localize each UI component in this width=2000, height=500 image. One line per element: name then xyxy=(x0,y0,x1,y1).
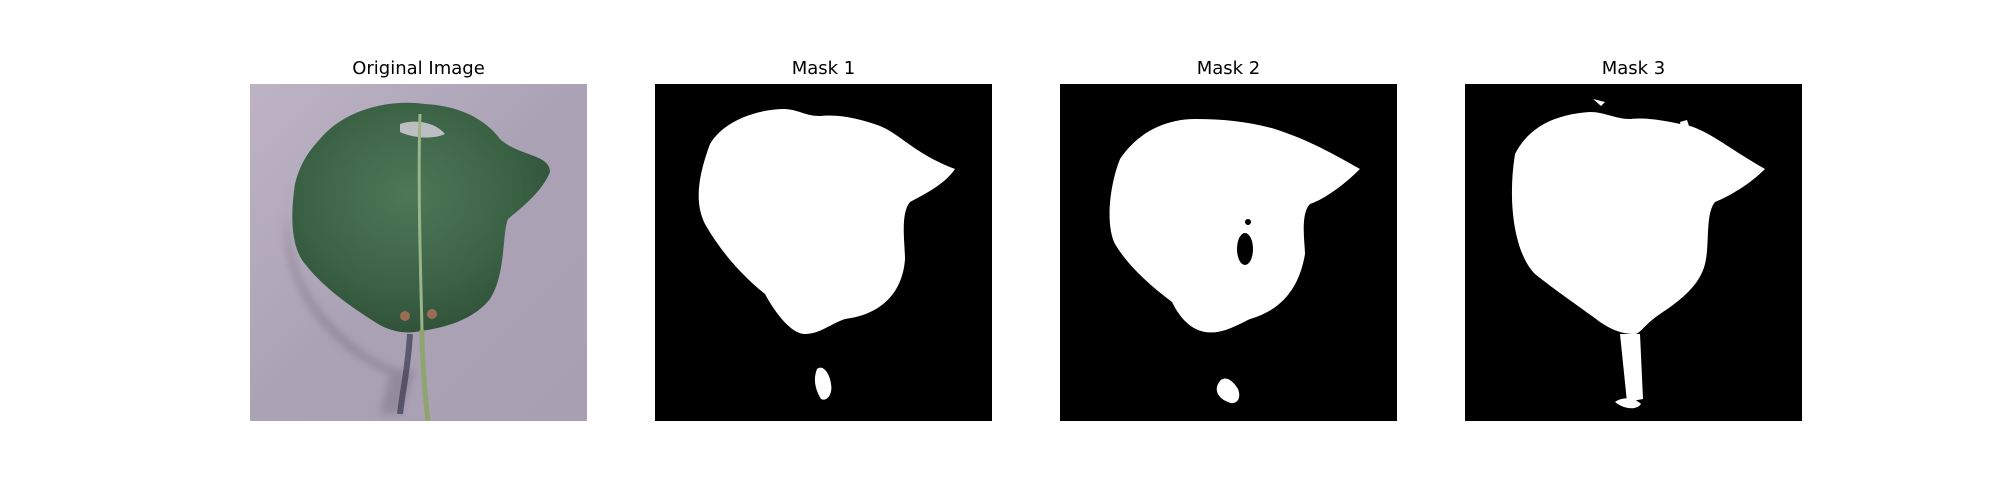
mask-hole xyxy=(1245,219,1251,225)
mask-region-stem-base xyxy=(1615,398,1641,409)
stem-shadow xyxy=(397,333,413,415)
mask-region-stem xyxy=(1216,378,1240,404)
mask-region-stem xyxy=(1620,334,1643,402)
leaf-node xyxy=(427,309,437,319)
panel-title-mask-3: Mask 3 xyxy=(1601,58,1666,79)
mask-speck xyxy=(1680,120,1689,128)
mask-speck xyxy=(1593,99,1605,106)
mask-region-leaf xyxy=(698,109,955,334)
leaf-stem xyxy=(419,329,431,421)
leaf-midrib xyxy=(417,113,424,331)
mask-1 xyxy=(655,84,992,421)
mask-region-leaf xyxy=(1109,119,1360,333)
leaf-node xyxy=(400,311,410,321)
panel-title-original: Original Image xyxy=(352,58,485,79)
mask-3 xyxy=(1465,84,1802,421)
mask-2-image xyxy=(1060,84,1397,421)
mask-2 xyxy=(1060,84,1397,421)
leaf-highlight xyxy=(400,121,445,138)
mask-1-image xyxy=(655,84,992,421)
mask-hole xyxy=(1237,233,1253,265)
mask-region-leaf xyxy=(1511,112,1765,334)
mask-region-stem xyxy=(814,367,832,400)
panel-title-mask-1: Mask 1 xyxy=(791,58,856,79)
panel-title-mask-2: Mask 2 xyxy=(1196,58,1261,79)
original-image xyxy=(250,84,587,421)
mask-3-image xyxy=(1465,84,1802,421)
leaf-photo xyxy=(250,84,587,421)
